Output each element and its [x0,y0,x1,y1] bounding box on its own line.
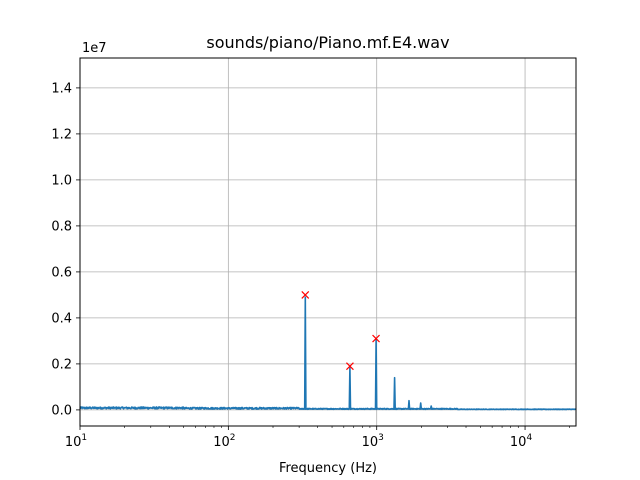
y-tick-label: 1.2 [51,127,72,142]
x-tick-label: 103 [362,433,384,450]
peak-marker [301,290,310,299]
y-tick-label: 1.0 [51,173,72,188]
y-tick-label: 1.4 [51,81,72,96]
y-tick-label: 0.0 [51,403,72,418]
peak-marker [372,334,380,343]
y-offset-label: 1e7 [82,41,107,56]
x-axis-label: Frequency (Hz) [279,461,377,476]
y-tick-label: 0.2 [51,357,72,372]
axes: 101 102 103 104 0.0 0.2 0.4 0.6 0.8 1.0 1.2 1.4 [51,81,571,450]
y-tick-label: 0.8 [51,219,72,234]
chart-title: sounds/piano/Piano.mf.E4.wav [206,33,449,52]
peak-marker [346,362,354,371]
x-tick-label: 104 [510,433,533,450]
x-tick-label: 101 [65,433,87,450]
y-tick-label: 0.4 [51,311,72,326]
x-tick-label: 102 [213,433,235,450]
y-tick-label: 0.6 [51,265,72,280]
spectrum-line [79,296,577,411]
peak-markers [301,290,380,371]
plot-frame [79,57,577,427]
spectrum-series [79,296,577,411]
grid [79,58,576,426]
